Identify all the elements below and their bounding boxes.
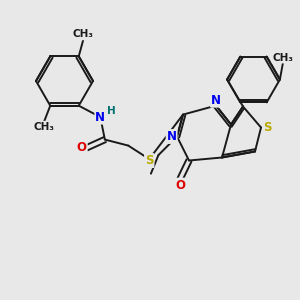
- Text: O: O: [175, 178, 185, 192]
- Text: S: S: [263, 121, 272, 134]
- Text: N: N: [95, 111, 105, 124]
- Text: S: S: [145, 154, 154, 167]
- Text: N: N: [211, 94, 221, 107]
- Text: N: N: [167, 130, 177, 143]
- Text: CH₃: CH₃: [34, 122, 55, 132]
- Text: CH₃: CH₃: [272, 52, 293, 63]
- Text: H: H: [107, 106, 116, 116]
- Text: CH₃: CH₃: [73, 29, 94, 39]
- Text: O: O: [77, 142, 87, 154]
